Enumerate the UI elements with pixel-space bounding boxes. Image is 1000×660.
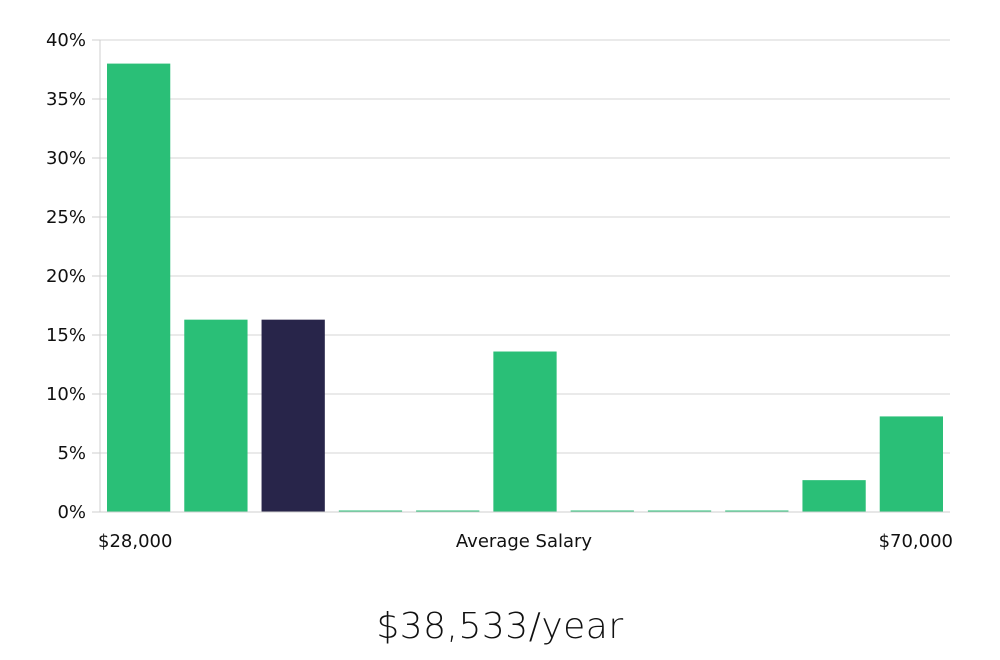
y-tick-label: 0%	[57, 502, 86, 523]
y-tick-label: 40%	[46, 30, 86, 51]
y-tick-label: 5%	[57, 443, 86, 464]
bar[interactable]	[802, 480, 865, 512]
bar[interactable]	[184, 320, 247, 512]
x-axis-title: Average Salary	[456, 531, 593, 552]
x-axis-end-label: $70,000	[879, 531, 953, 552]
bar[interactable]	[880, 416, 943, 512]
y-tick-label: 10%	[46, 384, 86, 405]
bar-highlighted[interactable]	[262, 320, 325, 512]
average-salary-value: $38,533/year	[0, 606, 1000, 647]
y-tick-label: 25%	[46, 207, 86, 228]
y-tick-label: 15%	[46, 325, 86, 346]
bar[interactable]	[493, 352, 556, 512]
bar[interactable]	[107, 64, 170, 512]
salary-histogram: 0% 5% 10% 15% 20% 25% 30% 35% 40% $28,000 Averag…	[0, 0, 1000, 600]
y-tick-label: 35%	[46, 89, 86, 110]
y-tick-label: 30%	[46, 148, 86, 169]
y-axis-ticks: 0% 5% 10% 15% 20% 25% 30% 35% 40%	[46, 30, 100, 523]
y-tick-label: 20%	[46, 266, 86, 287]
x-axis-start-label: $28,000	[98, 531, 172, 552]
bars	[107, 64, 943, 512]
